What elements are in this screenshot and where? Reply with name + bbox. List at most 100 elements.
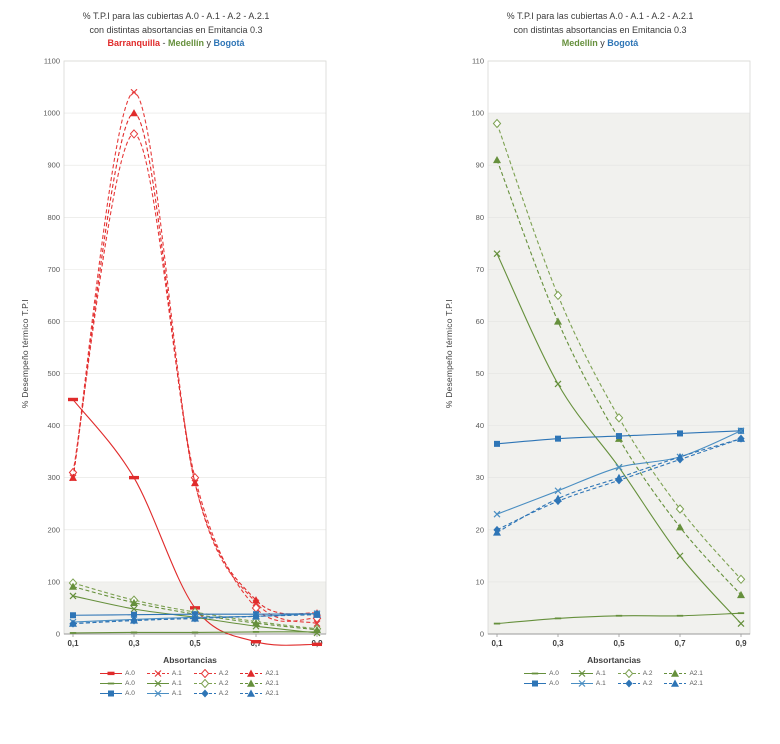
legend-marker bbox=[193, 689, 216, 697]
legend-item-Bogotá-A.0: A.0 bbox=[523, 679, 559, 688]
svg-text:0,9: 0,9 bbox=[735, 639, 747, 648]
svg-text:0,1: 0,1 bbox=[67, 639, 79, 648]
legend-item-Medellín-A2.1: A2.1 bbox=[239, 679, 279, 688]
legend-label: A.1 bbox=[595, 669, 606, 677]
svg-text:100: 100 bbox=[47, 577, 60, 586]
legend-item-Bogotá-A2.1: A2.1 bbox=[239, 689, 279, 698]
legend-marker bbox=[240, 679, 263, 687]
svg-text:90: 90 bbox=[476, 160, 484, 169]
svg-text:0,7: 0,7 bbox=[250, 639, 262, 648]
svg-text:0,1: 0,1 bbox=[491, 639, 503, 648]
series-Barranquilla-A.1 bbox=[69, 88, 321, 627]
legend-marker bbox=[664, 679, 687, 687]
y-axis-title: % Desempeño térmico T.P.I bbox=[20, 298, 30, 409]
legend-marker bbox=[100, 682, 123, 684]
svg-text:0,3: 0,3 bbox=[552, 639, 564, 648]
svg-text:1000: 1000 bbox=[43, 108, 60, 117]
x-tick-labels: 0,10,30,50,70,9 bbox=[67, 633, 323, 648]
y-tick-labels: 0 10 20 30 40 50 60 70 80 90 100 110 bbox=[471, 56, 484, 638]
legend-marker bbox=[570, 679, 593, 687]
chart-subtitle: con distintas absortancias en Emitancia … bbox=[89, 24, 263, 35]
svg-text:200: 200 bbox=[47, 525, 60, 534]
legend-label: A.0 bbox=[125, 679, 135, 687]
city-label: - bbox=[159, 38, 168, 48]
series-Bogotá-A2.1 bbox=[69, 610, 321, 627]
legend-label: A2.1 bbox=[689, 669, 703, 677]
svg-text:60: 60 bbox=[476, 316, 484, 325]
legend-item-Barranquilla-A.1: A.1 bbox=[146, 669, 182, 678]
chart-body: % Desempeño térmico T.P.I 0 100 200 300 400 5… bbox=[20, 54, 332, 654]
legend-label: A.2 bbox=[642, 669, 653, 677]
legend-item-Bogotá-A.2: A.2 bbox=[617, 679, 653, 688]
legend-label: A.2 bbox=[218, 689, 229, 697]
plot-area: 0 10 20 30 40 50 60 70 80 90 100 110 0,1 0,3 0,5 0,7 0,9 bbox=[471, 56, 751, 648]
svg-text:0: 0 bbox=[56, 629, 60, 638]
chart-right-medellin-bogota: % T.P.I para las cubiertas A.0 - A.1 - A… bbox=[434, 10, 766, 698]
legend-label: A.1 bbox=[595, 679, 606, 687]
legend-marker bbox=[617, 679, 640, 687]
legend: A.0 A.1 A.2 A2.1 A.0 A.1 A.2 A2.1 A.0 A.1 A.2 A2.1 bbox=[73, 668, 279, 698]
svg-text:0,5: 0,5 bbox=[613, 639, 625, 648]
legend-item-Medellín-A.2: A.2 bbox=[193, 678, 229, 688]
legend-label: A.1 bbox=[171, 679, 182, 687]
legend-item-Medellín-A2.1: A2.1 bbox=[663, 669, 703, 678]
legend-row: A.0 A.1 A.2 A2.1 bbox=[523, 679, 703, 688]
chart-left-barranquilla-medellin-bogota: % T.P.I para las cubiertas A.0 - A.1 - A… bbox=[10, 10, 342, 698]
legend-row: A.0 A.1 A.2 A2.1 bbox=[99, 689, 279, 698]
x-axis-title: Absortancias bbox=[587, 654, 641, 665]
legend-marker bbox=[240, 669, 263, 677]
legend-marker bbox=[193, 678, 216, 688]
legend: A.0 A.1 A.2 A2.1 A.0 A.1 A.2 A2.1 bbox=[497, 668, 703, 688]
legend-item-Medellín-A.0: A.0 bbox=[99, 679, 135, 688]
svg-text:0,3: 0,3 bbox=[128, 639, 140, 648]
legend-label: A.1 bbox=[171, 669, 182, 677]
chart-title: % T.P.I para las cubiertas A.0 - A.1 - A… bbox=[506, 11, 694, 21]
chart-body: % Desempeño térmico T.P.I 0 10 20 30 40 50 60 7… bbox=[444, 54, 756, 654]
svg-text:300: 300 bbox=[47, 473, 60, 482]
y-axis-title: % Desempeño térmico T.P.I bbox=[444, 298, 454, 409]
series-Medellín-A.0 bbox=[493, 611, 745, 624]
legend-label: A.1 bbox=[171, 689, 182, 697]
svg-text:1100: 1100 bbox=[44, 56, 60, 65]
svg-text:70: 70 bbox=[476, 264, 484, 273]
svg-text:40: 40 bbox=[476, 421, 484, 430]
svg-text:500: 500 bbox=[47, 369, 60, 378]
legend-label: A2.1 bbox=[265, 669, 279, 677]
legend-item-Bogotá-A.0: A.0 bbox=[99, 689, 135, 698]
axes bbox=[63, 60, 327, 634]
city-label: Bogotá bbox=[213, 38, 245, 48]
city-label: Bogotá bbox=[607, 38, 639, 48]
legend-item-Bogotá-A.1: A.1 bbox=[570, 679, 606, 688]
legend-label: A.2 bbox=[218, 679, 229, 687]
svg-text:10: 10 bbox=[476, 577, 484, 586]
legend-label: A.2 bbox=[642, 679, 653, 687]
svg-text:100: 100 bbox=[471, 108, 484, 117]
legend-label: A.2 bbox=[218, 669, 229, 677]
legend-marker bbox=[524, 672, 547, 674]
series-Bogotá-A.1 bbox=[493, 426, 745, 518]
city-label: y bbox=[597, 38, 608, 48]
legend-marker bbox=[664, 669, 687, 677]
gridlines bbox=[64, 60, 326, 634]
x-tick-labels: 0,1 0,3 0,5 0,7 0,9 bbox=[491, 633, 747, 648]
legend-label: A.0 bbox=[125, 689, 135, 697]
svg-text:0,7: 0,7 bbox=[674, 639, 686, 648]
legend-label: A2.1 bbox=[265, 689, 279, 697]
svg-text:900: 900 bbox=[47, 160, 60, 169]
city-label: Medellín bbox=[561, 38, 598, 48]
svg-text:0: 0 bbox=[480, 629, 484, 638]
legend-item-Bogotá-A.1: A.1 bbox=[146, 689, 182, 698]
legend-marker bbox=[146, 669, 169, 677]
series-Bogotá-A2.1 bbox=[493, 434, 745, 536]
svg-text:110: 110 bbox=[472, 56, 484, 65]
svg-text:800: 800 bbox=[47, 212, 60, 221]
legend-item-Medellín-A.1: A.1 bbox=[570, 669, 606, 678]
svg-text:400: 400 bbox=[47, 421, 60, 430]
legend-item-Bogotá-A.2: A.2 bbox=[193, 689, 229, 698]
chart-cities-line: Medellín y Bogotá bbox=[434, 37, 766, 51]
city-label: Medellín bbox=[167, 38, 204, 48]
legend-label: A2.1 bbox=[265, 679, 279, 687]
legend-item-Barranquilla-A.0: A.0 bbox=[99, 669, 135, 678]
series-Barranquilla-A2.1 bbox=[69, 108, 321, 616]
svg-text:50: 50 bbox=[476, 369, 484, 378]
